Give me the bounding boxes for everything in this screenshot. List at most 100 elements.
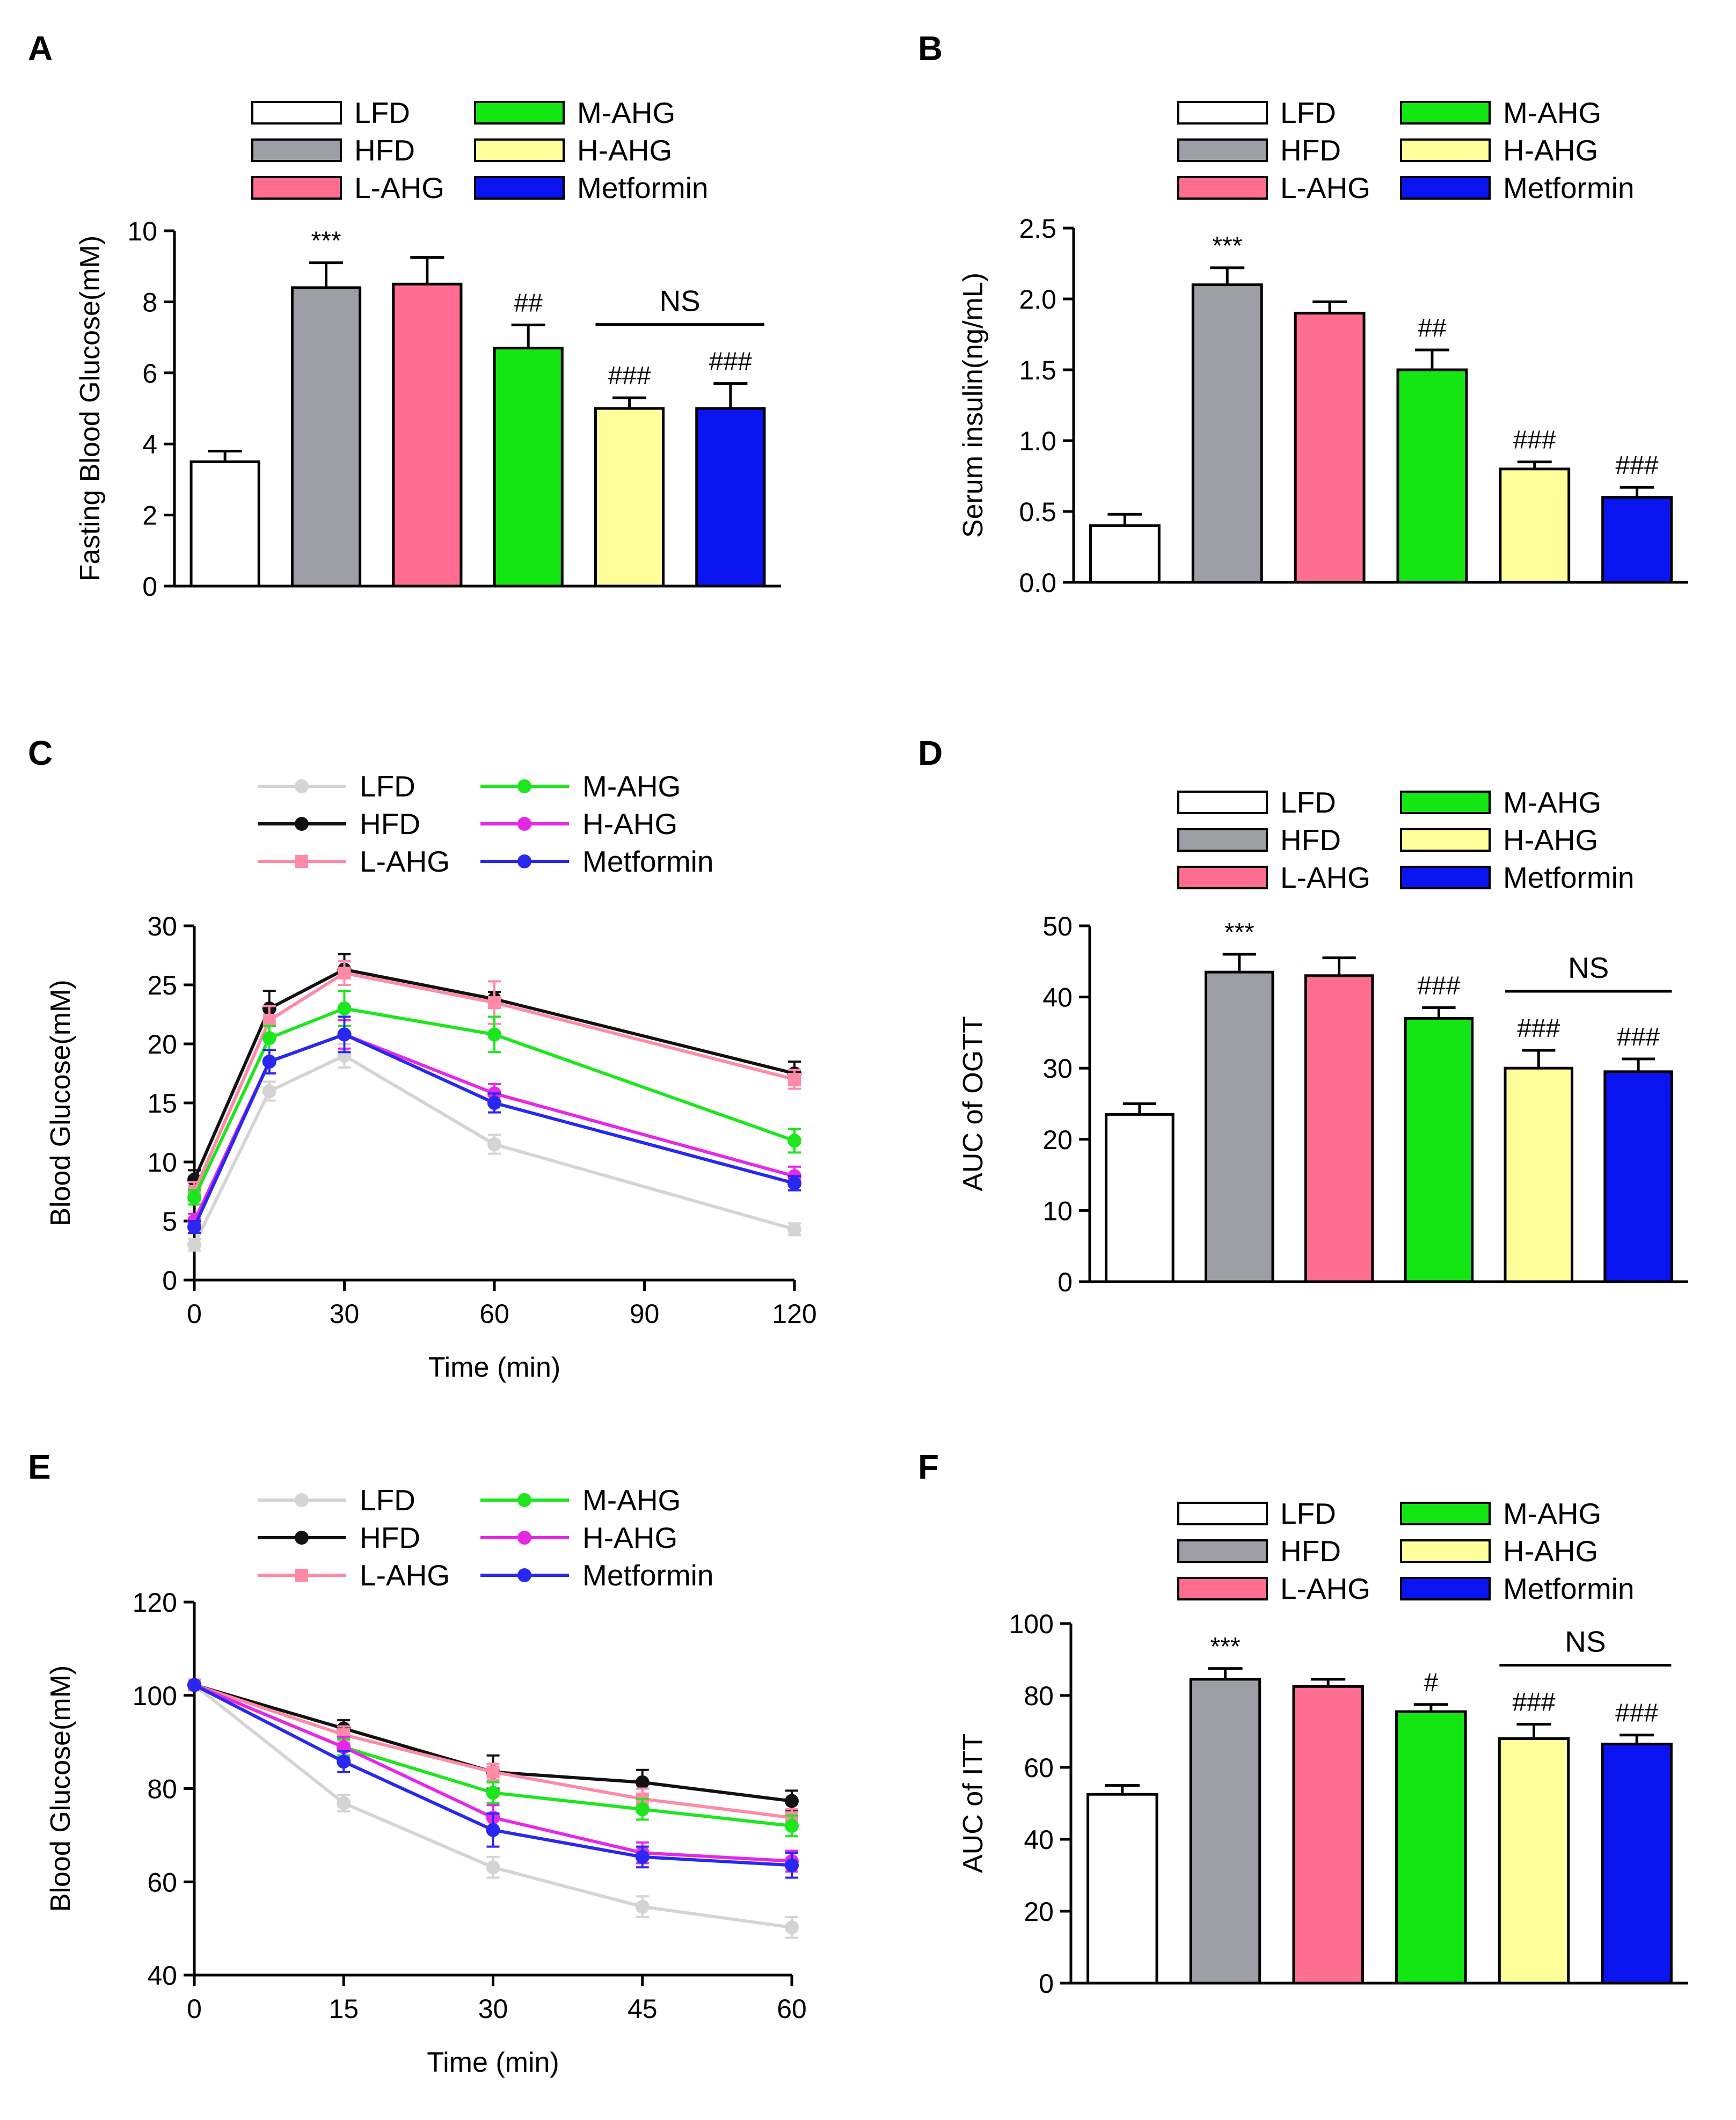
panel-letter: C — [28, 734, 53, 772]
y-tick-label: 20 — [1024, 1897, 1054, 1927]
data-point — [262, 1084, 276, 1098]
legend-swatch — [1400, 1539, 1491, 1563]
y-tick-label: 30 — [1042, 1054, 1073, 1084]
data-point — [785, 1819, 799, 1833]
y-axis-title: Fasting Blood Glucose(mM) — [75, 236, 106, 581]
legend-label: L-AHG — [354, 171, 444, 204]
legend-label: H-AHG — [582, 807, 677, 840]
legend-swatch — [251, 176, 342, 200]
legend-label: H-AHG — [577, 134, 672, 167]
legend-swatch — [1400, 866, 1491, 889]
significance-label: ### — [1517, 1014, 1560, 1043]
legend-swatch — [1177, 138, 1268, 162]
y-tick-label: 25 — [147, 970, 177, 1000]
data-point — [262, 1014, 276, 1027]
ns-label: NS — [1565, 1625, 1606, 1658]
y-axis-title: AUC of OGTT — [958, 1016, 989, 1191]
y-axis-title: Blood Glucose(mM) — [45, 1665, 76, 1912]
data-point — [635, 1899, 650, 1914]
panel-e: E LFD HFD L-AHG M-AHG H-AHG Metformin 40 60 80 100… — [28, 1448, 807, 2078]
bar-metformin — [1601, 496, 1673, 584]
bar-lfd — [1105, 1113, 1175, 1283]
legend: LFD HFD L-AHG M-AHG H-AHG Metformin — [1177, 1497, 1635, 1605]
bar-l-ahg — [392, 282, 463, 588]
legend-label: H-AHG — [1503, 823, 1598, 857]
data-point — [187, 1220, 201, 1234]
legend-label: Metformin — [582, 1559, 714, 1592]
bar-l-ahg — [1294, 311, 1366, 584]
legend-marker — [517, 1568, 531, 1582]
series-metformin — [187, 1015, 801, 1234]
y-tick-label: 8 — [142, 287, 157, 317]
x-axis-title: Time (min) — [427, 2047, 559, 2078]
legend-swatch — [1400, 828, 1491, 852]
legend-swatch — [1177, 1502, 1268, 1525]
data-point — [187, 1190, 201, 1204]
legend-marker — [295, 779, 309, 793]
data-point — [635, 1802, 650, 1817]
y-tick-label: 100 — [1009, 1609, 1054, 1639]
y-tick-label: 0 — [1039, 1969, 1054, 1999]
legend-label: Metformin — [582, 845, 714, 878]
legend-label: L-AHG — [1280, 861, 1370, 894]
data-point — [785, 1794, 799, 1808]
legend-swatch — [1177, 791, 1268, 814]
y-tick-label: 6 — [142, 359, 157, 389]
panel-c: C LFD HFD L-AHG M-AHG H-AHG Metformin 0 5 10 15 20 2… — [28, 734, 817, 1383]
panel-letter: D — [918, 734, 943, 772]
legend-label: LFD — [360, 1483, 415, 1517]
x-tick-label: 60 — [777, 1994, 807, 2024]
significance-label: ## — [1418, 314, 1447, 342]
legend-label: LFD — [360, 770, 415, 803]
bar-h-ahg — [594, 407, 665, 588]
panel-letter: F — [918, 1448, 939, 1486]
y-tick-label: 1.0 — [1019, 426, 1056, 456]
legend-marker — [517, 817, 531, 831]
data-point — [337, 1001, 352, 1015]
y-axis-title: AUC of ITT — [958, 1734, 989, 1873]
series-metformin — [187, 1678, 799, 1879]
significance-label: *** — [1210, 1633, 1240, 1661]
data-point — [338, 967, 351, 979]
significance-label: ### — [1512, 1688, 1555, 1717]
data-point — [487, 1096, 501, 1110]
data-point — [337, 1027, 352, 1042]
bar-lfd — [189, 460, 260, 588]
y-tick-label: 40 — [147, 1961, 177, 1991]
legend-label: LFD — [1280, 96, 1336, 129]
y-tick-label: 0 — [1057, 1267, 1073, 1297]
x-tick-label: 15 — [329, 1994, 359, 2024]
bar-metformin — [1603, 1070, 1673, 1283]
bar-m-ahg — [1404, 1017, 1474, 1283]
panel-letter: B — [918, 29, 943, 68]
x-tick-label: 120 — [772, 1299, 816, 1329]
legend-label: M-AHG — [1503, 96, 1601, 129]
legend-marker — [517, 1493, 531, 1507]
significance-label: ### — [1616, 451, 1659, 480]
legend-label: L-AHG — [360, 1559, 450, 1592]
legend-swatch — [1177, 1577, 1268, 1600]
legend-label: HFD — [354, 134, 415, 167]
data-point — [187, 1678, 201, 1692]
legend-label: H-AHG — [1503, 134, 1598, 167]
legend-marker — [295, 1531, 309, 1545]
y-tick-label: 0.0 — [1019, 568, 1056, 598]
legend-label: H-AHG — [1503, 1534, 1598, 1568]
bar-hfd — [1204, 970, 1274, 1283]
data-point — [787, 1134, 801, 1148]
bar-h-ahg — [1504, 1066, 1574, 1283]
bar-m-ahg — [1396, 368, 1468, 584]
legend-swatch — [1400, 101, 1491, 125]
legend-swatch — [1400, 1502, 1491, 1525]
y-tick-label: 80 — [147, 1774, 177, 1804]
legend-swatch — [1400, 1577, 1491, 1600]
legend-label: L-AHG — [1280, 1572, 1370, 1605]
x-tick-label: 30 — [478, 1994, 508, 2024]
legend-marker — [517, 854, 531, 868]
legend-label: LFD — [1280, 1497, 1336, 1530]
data-point — [486, 1786, 500, 1800]
y-tick-label: 30 — [147, 911, 177, 941]
series-line — [193, 1033, 795, 1222]
significance-label: ### — [709, 348, 752, 376]
